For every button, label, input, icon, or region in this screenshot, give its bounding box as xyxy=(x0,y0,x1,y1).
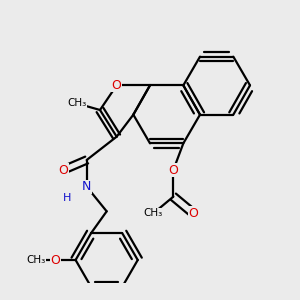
Text: O: O xyxy=(168,164,178,176)
Text: CH₃: CH₃ xyxy=(26,255,45,265)
Text: O: O xyxy=(112,79,122,92)
Text: H: H xyxy=(62,193,71,203)
Text: CH₃: CH₃ xyxy=(144,208,163,218)
Text: CH₃: CH₃ xyxy=(67,98,86,108)
Text: O: O xyxy=(58,164,68,176)
Text: N: N xyxy=(82,180,92,193)
Text: O: O xyxy=(188,207,198,220)
Text: O: O xyxy=(51,254,61,266)
